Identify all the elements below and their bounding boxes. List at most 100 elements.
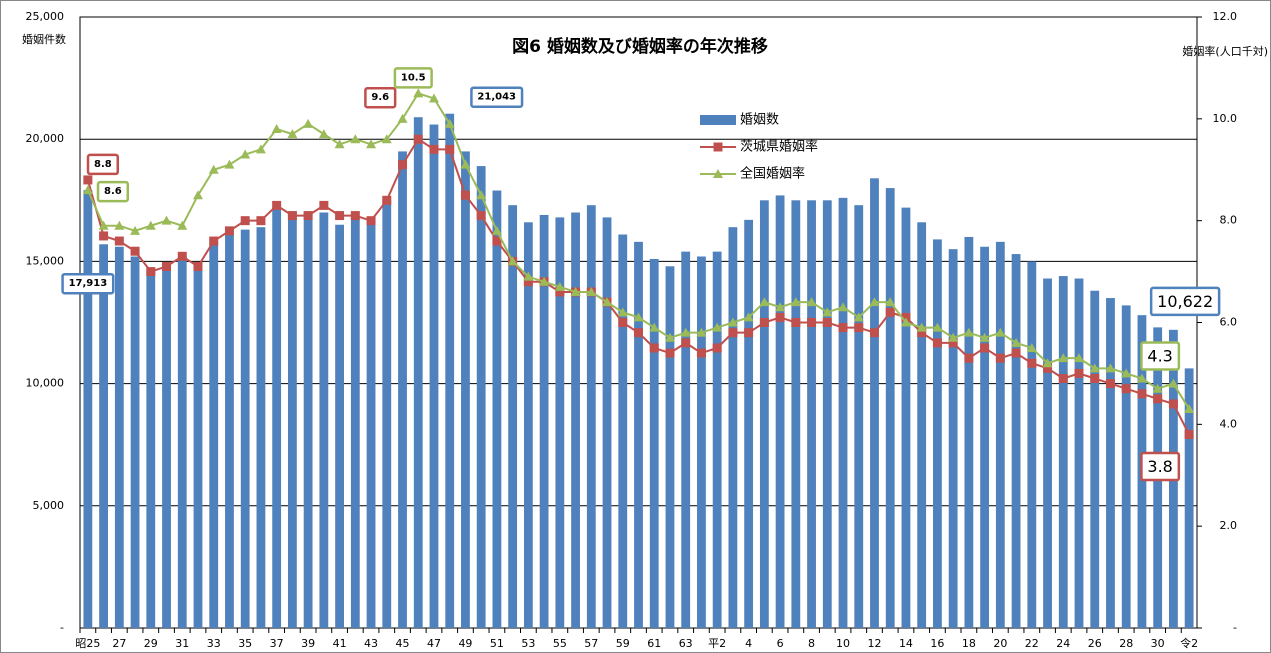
marker xyxy=(916,322,927,332)
x-tick-label: 4 xyxy=(745,637,752,650)
bar xyxy=(649,258,659,628)
marker xyxy=(1027,358,1037,368)
y-tick-label: - xyxy=(60,621,64,634)
marker xyxy=(1121,384,1131,394)
value-label-text: 21,043 xyxy=(477,92,516,103)
x-tick-label: 6 xyxy=(777,637,784,650)
marker xyxy=(1153,394,1163,404)
bar xyxy=(964,236,974,628)
bar xyxy=(461,151,470,629)
bar xyxy=(193,268,203,628)
x-tick-label: 令2 xyxy=(1180,636,1198,650)
x-tick-label: 29 xyxy=(144,637,158,650)
marker xyxy=(1105,363,1116,373)
marker xyxy=(822,307,833,317)
marker xyxy=(398,160,408,170)
x-tick-label: 12 xyxy=(867,637,881,650)
marker xyxy=(680,327,691,337)
marker xyxy=(130,246,140,256)
marker xyxy=(1136,373,1147,383)
y2-tick-label: 12.0 xyxy=(1213,10,1238,23)
marker xyxy=(460,190,470,200)
marker xyxy=(885,297,896,307)
bar xyxy=(728,227,738,628)
marker xyxy=(618,318,628,327)
marker xyxy=(1184,404,1195,414)
value-label-box xyxy=(61,272,115,295)
marker xyxy=(712,322,723,332)
x-tick-label: 39 xyxy=(301,637,315,650)
marker xyxy=(193,261,203,271)
value-label-text: 10,622 xyxy=(1157,292,1213,311)
marker xyxy=(350,211,360,221)
marker xyxy=(649,343,659,353)
bar xyxy=(1043,278,1052,628)
x-tick-label: 59 xyxy=(616,637,630,650)
legend-label: 婚姻数 xyxy=(740,113,779,128)
marker xyxy=(744,328,754,338)
marker xyxy=(445,144,455,154)
marker xyxy=(633,312,644,322)
bar xyxy=(602,217,612,628)
y2-tick-label: 6.0 xyxy=(1220,316,1238,329)
marker xyxy=(192,190,203,200)
marker xyxy=(854,323,864,333)
y-tick-label: 15,000 xyxy=(26,254,65,267)
bar xyxy=(1058,276,1068,628)
bar xyxy=(130,256,140,628)
value-label: 9.6 xyxy=(364,86,397,109)
marker xyxy=(523,271,534,281)
bar xyxy=(822,200,832,629)
bar xyxy=(256,227,266,628)
bar xyxy=(99,244,109,629)
marker xyxy=(948,332,959,342)
marker xyxy=(1074,368,1084,378)
x-tick-label: 平2 xyxy=(708,637,726,650)
marker xyxy=(397,113,408,123)
marker xyxy=(1121,368,1132,378)
x-tick-label: 35 xyxy=(238,637,252,650)
marker xyxy=(1026,342,1037,352)
marker xyxy=(334,139,345,149)
y2-axis-label: 婚姻率(人口千対) xyxy=(1182,44,1268,58)
marker xyxy=(948,338,958,348)
marker xyxy=(224,226,234,236)
marker xyxy=(1011,337,1022,347)
marker xyxy=(885,307,895,317)
marker xyxy=(381,134,392,144)
marker xyxy=(83,175,93,185)
marker xyxy=(1058,374,1068,384)
marker xyxy=(1184,430,1194,440)
marker xyxy=(979,332,990,342)
marker xyxy=(1043,363,1053,373)
marker xyxy=(319,200,329,210)
marker xyxy=(995,327,1006,337)
marker xyxy=(822,318,832,327)
marker xyxy=(208,164,219,174)
bar xyxy=(870,178,879,628)
marker xyxy=(980,343,990,353)
bar xyxy=(398,151,407,629)
marker xyxy=(775,312,785,322)
marker xyxy=(665,348,675,358)
x-tick-label: 8 xyxy=(808,637,815,650)
marker xyxy=(366,216,376,226)
marker xyxy=(240,216,250,226)
marker xyxy=(476,190,487,200)
x-tick-label: 47 xyxy=(427,637,441,650)
marker xyxy=(853,312,864,322)
bar xyxy=(854,205,864,629)
marker xyxy=(224,159,235,169)
bar xyxy=(272,207,282,628)
y-axis-label: 婚姻件数 xyxy=(22,32,66,46)
marker xyxy=(98,220,109,230)
bar xyxy=(539,214,549,629)
y2-tick-label: 10.0 xyxy=(1213,112,1238,125)
x-tick-label: 63 xyxy=(679,637,693,650)
marker xyxy=(617,307,628,317)
marker xyxy=(728,328,738,338)
marker xyxy=(99,231,109,241)
marker xyxy=(82,185,93,195)
value-label-box xyxy=(364,86,397,109)
marker xyxy=(162,261,172,271)
